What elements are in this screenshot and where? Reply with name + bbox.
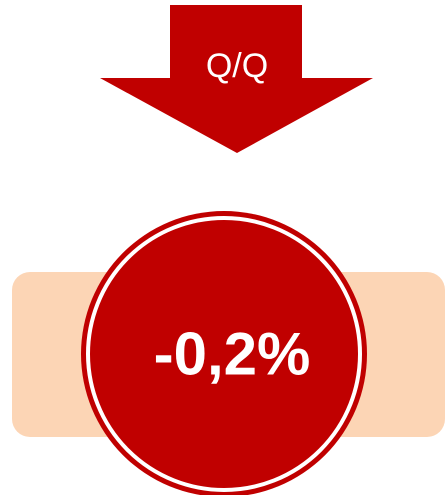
arrow-label: Q/Q bbox=[206, 47, 268, 85]
down-arrow bbox=[100, 5, 373, 153]
value-circle bbox=[81, 211, 367, 495]
circle-ring bbox=[86, 216, 362, 492]
value-label: -0,2% bbox=[154, 321, 311, 388]
